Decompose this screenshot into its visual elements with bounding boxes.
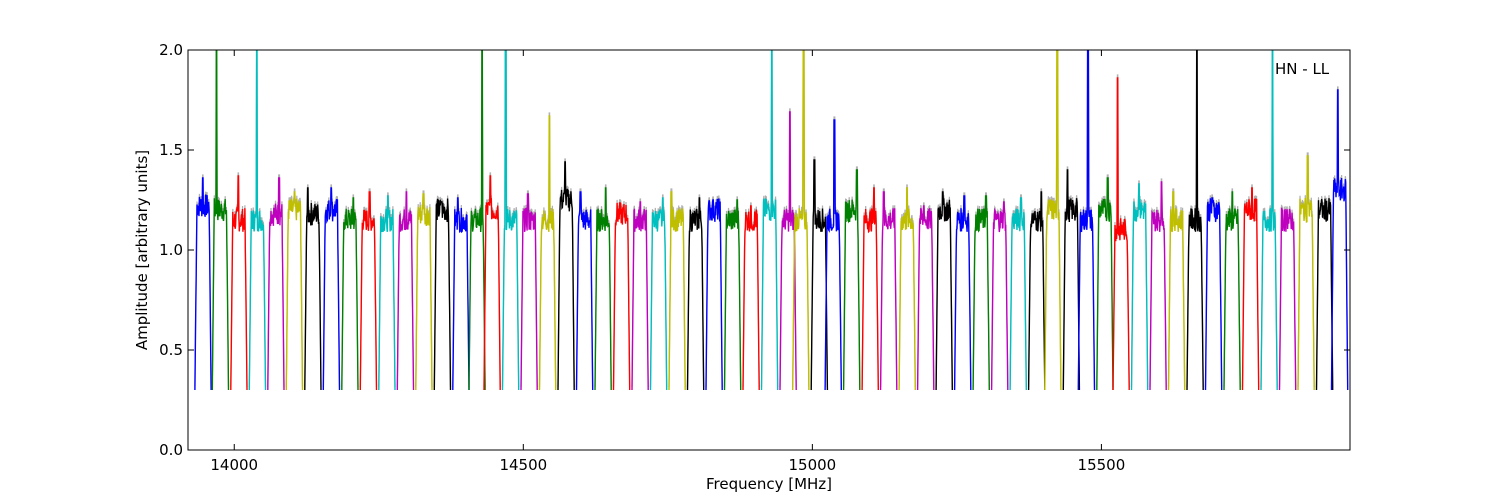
series-line [396,191,415,391]
series-line [415,193,433,391]
series-line [742,205,760,391]
x-tick-label: 14500 [499,456,547,474]
series-line [594,187,612,391]
series-line [557,161,575,391]
x-tick-label: 15500 [1078,456,1126,474]
y-tick-label: 1.5 [159,141,183,159]
series-line [378,195,396,391]
series-line [1330,89,1349,391]
series-line [824,119,842,391]
series-line [1027,191,1046,391]
series-line [861,187,879,391]
x-tick-label: 15000 [788,456,836,474]
series-line [972,195,990,391]
y-tick-label: 2.0 [159,41,183,59]
series-line [1167,191,1186,391]
series-line [501,50,520,391]
series-line [1077,50,1096,391]
series-line [1062,169,1081,391]
series-line [1241,187,1260,391]
series-line [194,177,212,391]
series-line [631,201,649,391]
series-line [1149,181,1167,391]
series-line [359,191,378,391]
y-tick-label: 0.0 [159,441,183,459]
series-layer [194,50,1349,391]
series-line [575,191,594,391]
series-line [483,175,501,391]
series-line [898,187,916,391]
series-line [1260,50,1278,391]
series-line [1044,50,1062,391]
series-line [1186,50,1204,391]
series-line [879,191,898,391]
x-axis-ticks: 14000 14500 15000 15500 [210,50,1125,474]
series-line [468,50,486,391]
x-axis-title: Frequency [MHz] [706,475,832,493]
y-axis-title: Amplitude [arbitrary units] [133,150,151,350]
series-line [953,195,972,391]
series-line [248,50,267,391]
series-line [792,50,810,391]
series-line [686,197,705,391]
series-line [285,191,304,391]
series-line [341,197,359,391]
series-line [779,111,797,391]
series-line [612,202,631,391]
series-line [1297,155,1315,391]
background-trace [1149,178,1167,388]
series-line [211,50,230,391]
series-line [842,169,861,391]
y-tick-label: 0.5 [159,341,183,359]
series-line [1009,197,1027,391]
series-line [1223,191,1241,391]
series-line [723,199,742,391]
series-line [1204,197,1223,391]
y-tick-label: 1.0 [159,241,183,259]
series-line [433,198,452,391]
series-line [452,197,470,391]
series-line [322,187,341,391]
series-line [760,50,779,391]
series-line [1112,77,1130,391]
x-tick-label: 14000 [210,456,258,474]
series-line [1315,198,1334,391]
series-line [230,175,248,391]
series-line [810,159,829,391]
series-line [668,191,686,391]
series-line [935,191,953,391]
series-line [705,198,723,391]
y-axis-ticks: 0.0 0.5 1.0 1.5 2.0 [159,41,1350,459]
series-line [649,197,668,391]
plot-annotation: HN - LL [1275,60,1330,78]
series-line [267,177,285,391]
series-line [916,205,935,391]
series-line [538,115,557,391]
series-line [990,201,1009,391]
series-line [1130,183,1149,391]
series-line [520,193,538,391]
series-line [1278,207,1297,391]
series-line [304,187,322,391]
series-line [1096,177,1114,391]
